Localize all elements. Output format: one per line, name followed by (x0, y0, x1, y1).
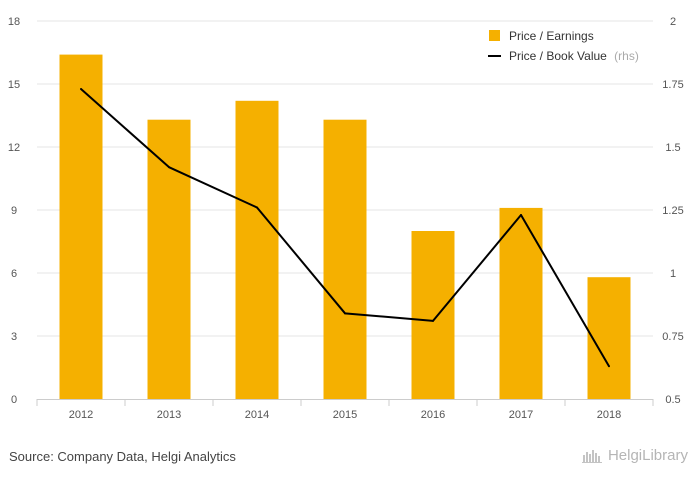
line-price-book-value (80, 88, 610, 368)
legend-label-price-book-value-name: Price / Book Value (509, 49, 607, 63)
y-tick-left: 3 (11, 331, 17, 343)
y-axis-right: 0.5 0.75 1 1.25 1.5 1.75 2 (662, 16, 683, 406)
bars-price-earnings (59, 54, 631, 400)
x-tick-label: 2018 (597, 409, 621, 421)
x-tick-label: 2016 (421, 409, 445, 421)
logo-text: HelgiLibrary (607, 447, 688, 464)
x-tick-label: 2015 (333, 409, 357, 421)
y-tick-left: 12 (8, 142, 20, 154)
bar (587, 277, 631, 399)
y-tick-left: 6 (11, 268, 17, 280)
y-tick-left: 18 (8, 16, 20, 28)
y-tick-right: 0.75 (662, 331, 683, 343)
y-axis-left: 0 3 6 9 12 15 18 (8, 16, 20, 406)
y-tick-right: 1 (670, 268, 676, 280)
line-point (608, 365, 610, 368)
helgi-library-icon (581, 449, 602, 463)
bar (235, 100, 279, 400)
x-tick-label: 2013 (157, 409, 181, 421)
y-tick-right: 1.5 (665, 142, 680, 154)
x-tick-label: 2014 (245, 409, 269, 421)
legend-label-price-earnings: Price / Earnings (509, 29, 594, 43)
y-tick-right: 1.25 (662, 205, 683, 217)
line-point (344, 312, 346, 315)
y-tick-right: 2 (670, 16, 676, 28)
legend-swatch-price-earnings (489, 30, 500, 41)
line-point (168, 166, 170, 169)
y-tick-right: 0.5 (665, 394, 680, 406)
bar (147, 119, 191, 399)
y-tick-left: 0 (11, 394, 17, 406)
y-tick-left: 9 (11, 205, 17, 217)
x-axis: 2012 2013 2014 2015 2016 2017 2018 (36, 399, 654, 421)
line-point (256, 206, 258, 209)
legend-label-price-book-value: Price / Book Value (rhs) (509, 49, 639, 63)
line-point (520, 214, 522, 217)
legend: Price / Earnings Price / Book Value (rhs… (488, 29, 639, 63)
bar (411, 231, 455, 399)
line-point (432, 319, 434, 322)
bar (499, 207, 543, 399)
bar (59, 54, 103, 399)
bar (323, 119, 367, 399)
y-tick-right: 1.75 (662, 79, 683, 91)
combo-chart: 0 3 6 9 12 15 18 0.5 0.75 1 1.25 1.5 1.75 2 2012 2013… (8, 16, 684, 421)
helgi-library-logo: HelgiLibrary (581, 447, 688, 464)
x-tick-label: 2017 (509, 409, 533, 421)
y-tick-left: 15 (8, 79, 20, 91)
line-point (80, 88, 82, 91)
legend-note-rhs: (rhs) (614, 49, 639, 63)
source-note: Source: Company Data, Helgi Analytics (9, 449, 236, 464)
x-tick-label: 2012 (69, 409, 93, 421)
